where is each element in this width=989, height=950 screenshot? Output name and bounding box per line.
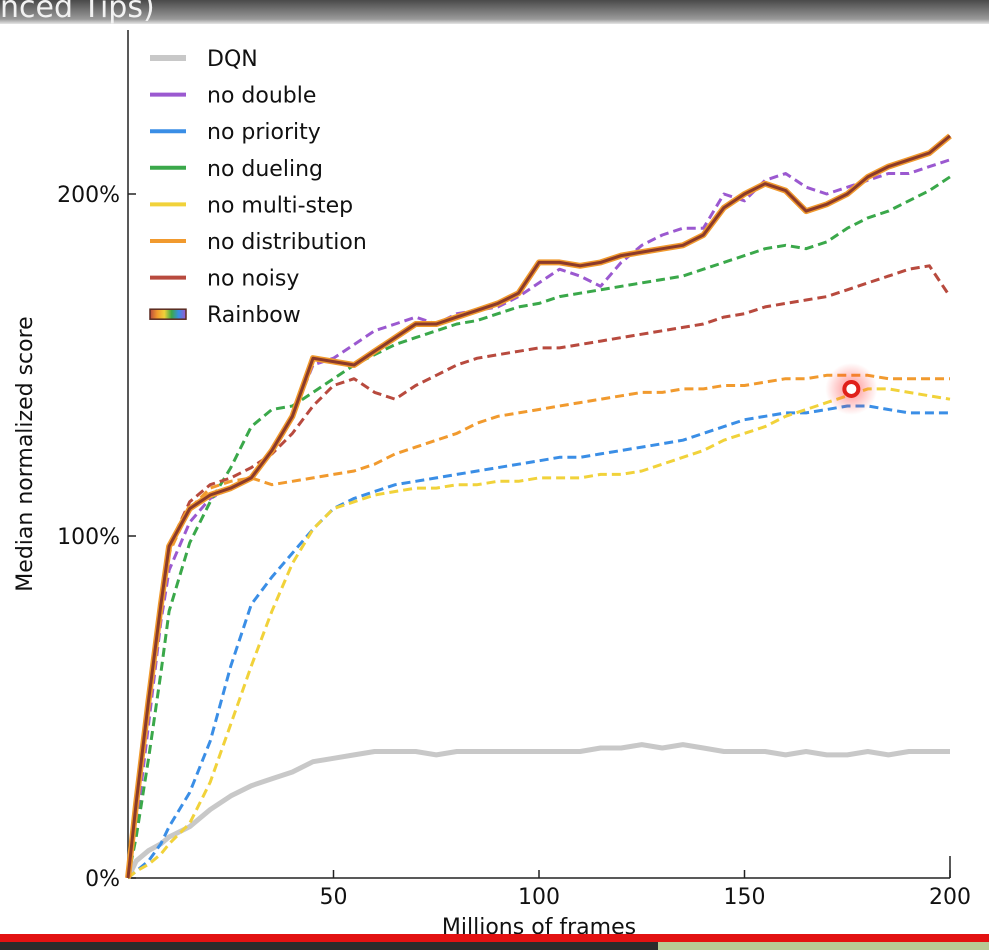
y-tick-label: 0%: [85, 867, 120, 892]
series-dqn: [125, 742, 950, 880]
bottom-strip: [0, 942, 989, 950]
legend-no-priority-label: no priority: [207, 120, 321, 145]
legend-no-distribution-label: no distribution: [207, 230, 367, 255]
y-axis-label: Median normalized score: [13, 316, 38, 591]
series-no-multi-step: [127, 387, 951, 880]
y-tick-label: 200%: [57, 183, 120, 208]
series-rainbow: [126, 134, 951, 879]
x-tick-label: 100: [518, 885, 560, 910]
x-tick-label: 150: [724, 885, 766, 910]
legend-rainbow-label: Rainbow: [207, 303, 301, 328]
series-no-priority: [127, 404, 950, 880]
legend-no-dueling-label: no dueling: [207, 157, 323, 182]
x-tick-label: 200: [929, 885, 971, 910]
x-tick-label: 50: [320, 885, 348, 910]
top-caption: nced Tips): [0, 0, 155, 25]
series-no-distribution: [126, 373, 950, 879]
legend-dqn-label: DQN: [207, 47, 258, 72]
highlight-marker: [842, 379, 861, 398]
bottom-green-panel: [658, 942, 989, 950]
x-axis-label: Millions of frames: [442, 915, 636, 934]
series-no-dueling: [126, 175, 951, 879]
top-banner: nced Tips): [0, 0, 989, 25]
legend-no-noisy-label: no noisy: [207, 267, 299, 292]
legend-rainbow-swatch: [149, 308, 187, 320]
legend-no-double-label: no double: [207, 84, 316, 109]
video-progress-bar[interactable]: [0, 934, 989, 942]
y-tick-label: 100%: [57, 525, 120, 550]
legend-no-multi-step-label: no multi-step: [207, 193, 353, 218]
series-no-noisy: [126, 264, 952, 879]
